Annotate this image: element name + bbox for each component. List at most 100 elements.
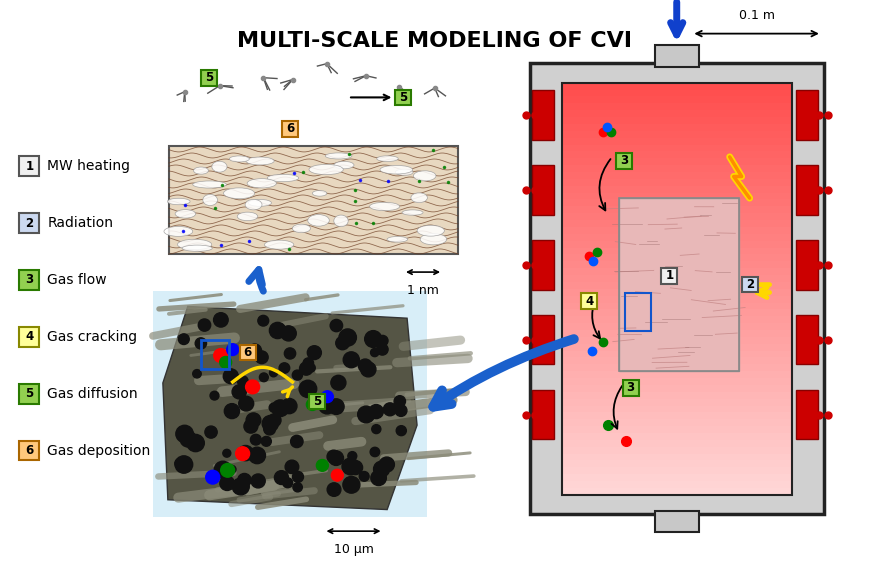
Ellipse shape	[229, 156, 249, 162]
Bar	[531, 240, 553, 289]
Text: 0.1 m: 0.1 m	[738, 9, 773, 22]
Ellipse shape	[334, 215, 348, 227]
Ellipse shape	[202, 195, 217, 205]
Circle shape	[234, 480, 247, 493]
Text: 3: 3	[626, 381, 634, 394]
Bar	[531, 315, 553, 365]
Bar	[561, 145, 791, 152]
Circle shape	[293, 482, 302, 492]
Circle shape	[307, 346, 321, 360]
Bar	[561, 151, 791, 159]
Bar	[561, 426, 791, 434]
Circle shape	[316, 459, 328, 471]
Bar	[19, 441, 39, 461]
Circle shape	[262, 416, 278, 431]
Bar	[795, 165, 817, 214]
Bar	[561, 433, 791, 440]
Ellipse shape	[237, 212, 257, 220]
Circle shape	[222, 449, 230, 457]
Bar	[531, 390, 553, 439]
Circle shape	[243, 420, 257, 433]
Ellipse shape	[292, 224, 310, 233]
Bar	[561, 192, 791, 200]
Circle shape	[235, 447, 249, 461]
Bar	[561, 137, 791, 145]
Circle shape	[376, 344, 388, 355]
Text: 6: 6	[25, 444, 33, 457]
Circle shape	[271, 400, 289, 417]
Bar	[654, 511, 698, 532]
Circle shape	[368, 404, 383, 419]
Ellipse shape	[212, 161, 227, 172]
Ellipse shape	[193, 181, 226, 188]
Circle shape	[290, 435, 302, 448]
Bar	[625, 293, 651, 332]
Bar	[561, 481, 791, 489]
Text: 2: 2	[25, 217, 33, 229]
Bar	[529, 63, 823, 514]
Bar	[795, 315, 817, 365]
Text: 5: 5	[25, 387, 33, 400]
Polygon shape	[163, 306, 416, 509]
Ellipse shape	[369, 203, 399, 210]
Bar	[561, 206, 791, 214]
Bar	[561, 351, 791, 358]
Circle shape	[255, 351, 268, 364]
Ellipse shape	[413, 171, 435, 181]
Ellipse shape	[312, 191, 327, 196]
Circle shape	[369, 447, 379, 457]
Ellipse shape	[249, 199, 271, 206]
Bar	[169, 146, 457, 255]
Ellipse shape	[401, 210, 422, 215]
Bar	[561, 454, 791, 461]
Bar	[561, 474, 791, 481]
Circle shape	[285, 460, 298, 473]
Bar	[531, 165, 553, 214]
Bar	[561, 412, 791, 420]
Circle shape	[249, 447, 265, 464]
Circle shape	[214, 461, 231, 478]
Circle shape	[373, 461, 389, 477]
Circle shape	[358, 359, 372, 373]
Text: 5: 5	[313, 395, 322, 408]
Text: 1: 1	[25, 159, 33, 173]
Bar	[561, 419, 791, 427]
Circle shape	[328, 451, 343, 466]
Circle shape	[299, 362, 313, 375]
Bar	[309, 394, 325, 410]
Circle shape	[237, 376, 248, 387]
Circle shape	[292, 471, 303, 482]
Circle shape	[302, 358, 313, 368]
Bar	[561, 96, 791, 104]
Circle shape	[269, 369, 277, 377]
Circle shape	[394, 396, 405, 407]
Bar	[561, 165, 791, 172]
Ellipse shape	[264, 240, 294, 249]
Bar	[561, 440, 791, 447]
Bar	[282, 121, 298, 137]
Ellipse shape	[334, 162, 354, 169]
Text: 5: 5	[204, 71, 213, 84]
Circle shape	[318, 398, 335, 414]
Bar	[654, 45, 698, 67]
Bar	[561, 289, 791, 296]
Bar	[795, 390, 817, 439]
Circle shape	[327, 450, 340, 463]
Bar	[561, 261, 791, 269]
Circle shape	[214, 348, 228, 362]
Bar	[561, 302, 791, 310]
Circle shape	[370, 348, 378, 357]
Bar	[561, 467, 791, 475]
Circle shape	[195, 338, 206, 349]
Bar	[561, 406, 791, 413]
Circle shape	[220, 476, 234, 490]
Ellipse shape	[387, 237, 408, 242]
Ellipse shape	[410, 193, 427, 203]
Bar	[561, 385, 791, 392]
Text: 1: 1	[665, 269, 673, 283]
Circle shape	[328, 399, 344, 415]
Ellipse shape	[247, 178, 276, 188]
Ellipse shape	[175, 210, 196, 218]
Bar	[561, 117, 791, 125]
Circle shape	[251, 474, 265, 488]
